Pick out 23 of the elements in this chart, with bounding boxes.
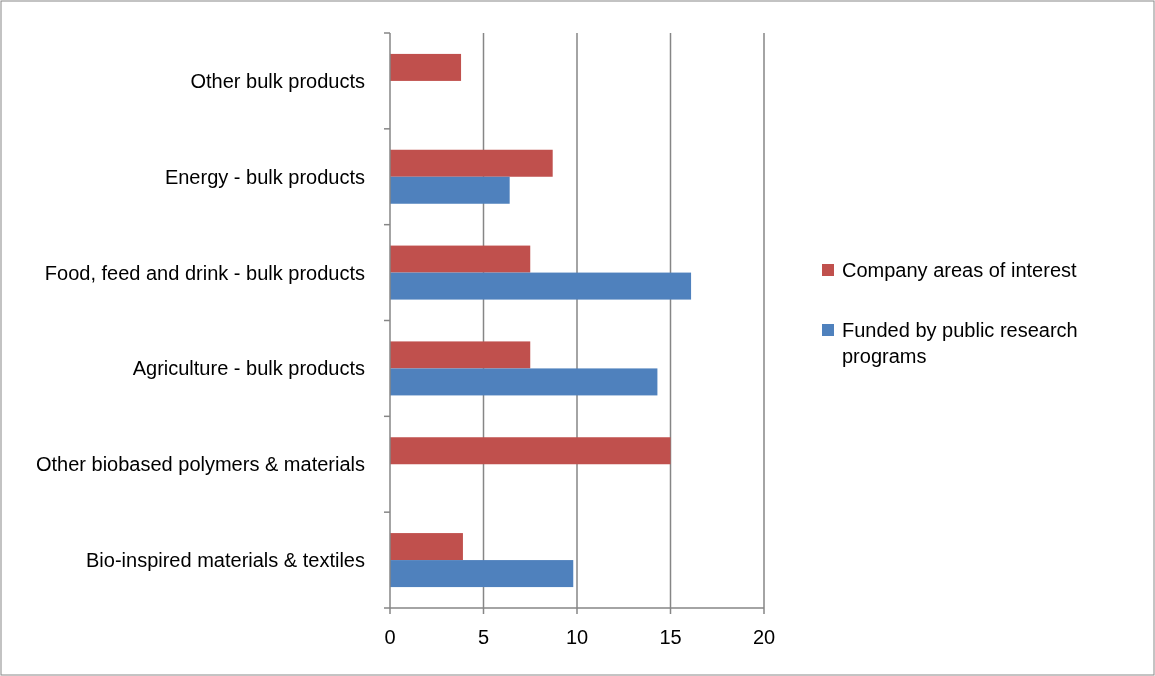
bar [390,176,510,204]
bar [390,533,463,561]
bar [390,53,462,81]
y-tick-label: Other biobased polymers & materials [35,453,365,476]
x-tick-label: 5 [477,626,490,648]
x-tick-label: 15 [659,626,682,648]
x-tick-label: 0 [384,626,396,648]
y-tick-label: Food, feed and drink - bulk products [44,261,365,284]
bar [390,437,671,465]
legend-label: Company areas of interest [842,259,1077,281]
bar [390,368,658,396]
y-tick-label: Agriculture - bulk products [132,357,365,380]
bar [390,341,531,369]
y-tick-label: Energy - bulk products [164,165,365,188]
bar [390,149,553,177]
x-tick-label: 20 [752,626,776,648]
legend-label: Funded by public research programs [842,319,1078,367]
x-tick-label: 10 [565,626,589,648]
bar [390,245,531,273]
y-tick-label: Bio-inspired materials & textiles [86,549,365,572]
bar [390,272,692,300]
y-tick-label: Other bulk products [190,69,365,92]
bar [390,560,574,588]
